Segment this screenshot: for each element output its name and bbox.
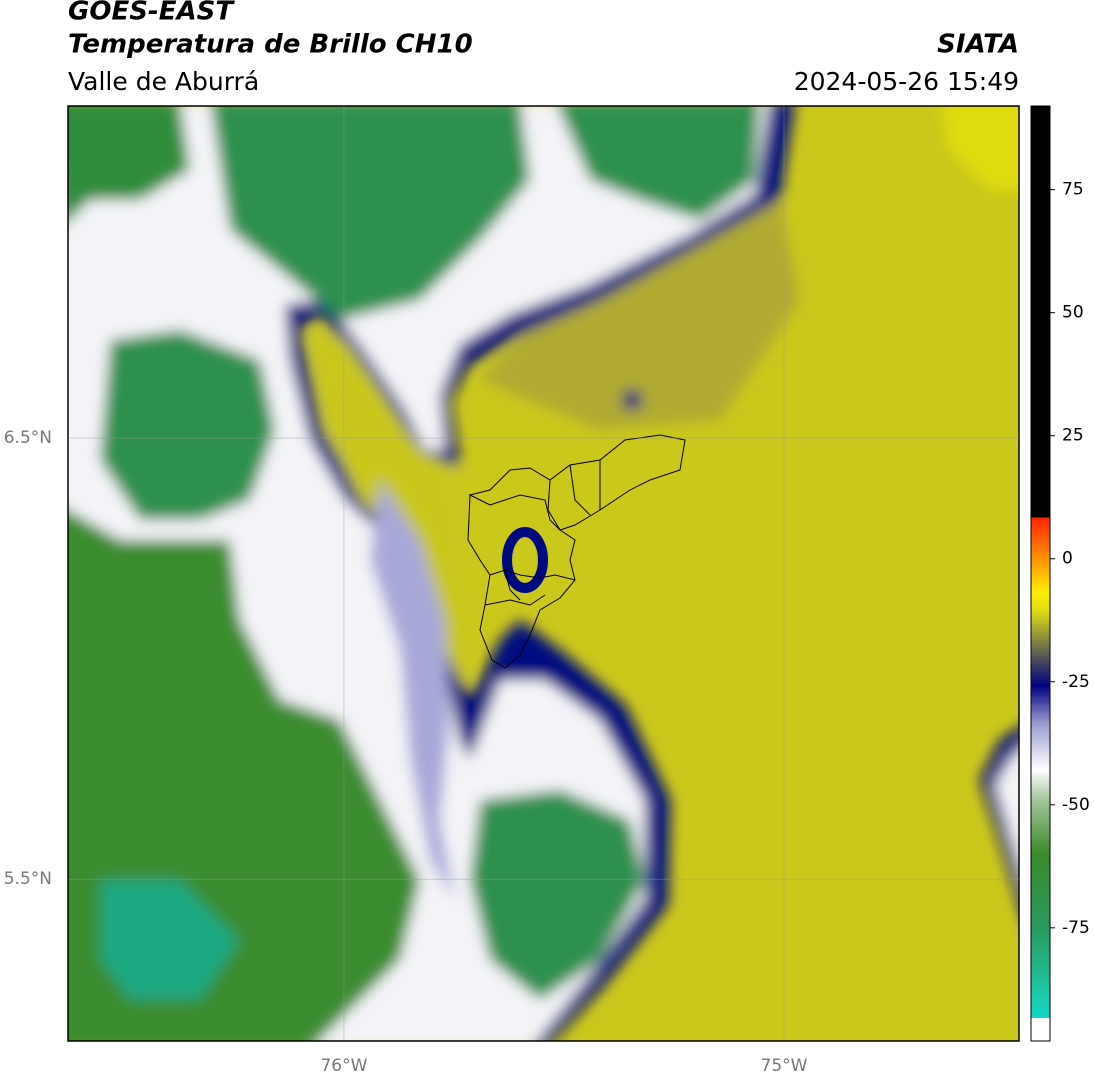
colorbar-tick-label: -50 — [1062, 795, 1090, 815]
graticule: 76°W 75°W 6.5°N 5.5°N — [4, 106, 1019, 1076]
subtitle: Temperatura de Brillo CH10 — [68, 30, 473, 60]
lat-label: 5.5°N — [4, 869, 52, 889]
lon-label: 75°W — [761, 1056, 808, 1076]
colorbar-tick-label: -75 — [1062, 918, 1090, 938]
colorbar-frame — [1030, 105, 1051, 1042]
datetime: 2024-05-26 15:49 — [794, 67, 1019, 96]
colorbar-tick-label: 75 — [1062, 180, 1084, 200]
map-frame — [67, 105, 1020, 1042]
colorbar-tick-label: -25 — [1062, 672, 1090, 692]
colorbar-fill — [1031, 106, 1050, 1041]
lon-label: 76°W — [320, 1056, 367, 1076]
colorbar-tick-label: 0 — [1062, 549, 1073, 569]
municipal-boundaries — [467, 434, 686, 669]
colorbar-tick-label: 25 — [1062, 426, 1084, 446]
colorbar-ticks: -75 -50 -25 0 25 50 75 — [1050, 180, 1090, 938]
satellite-image — [68, 106, 1019, 1041]
region: Valle de Aburrá — [68, 67, 259, 96]
lat-label: 6.5°N — [4, 428, 52, 448]
colorbar-under — [1031, 1018, 1050, 1041]
source: SIATA — [937, 30, 1019, 60]
title: GOES-EAST — [68, 0, 235, 27]
colorbar-tick-label: 50 — [1062, 303, 1084, 323]
